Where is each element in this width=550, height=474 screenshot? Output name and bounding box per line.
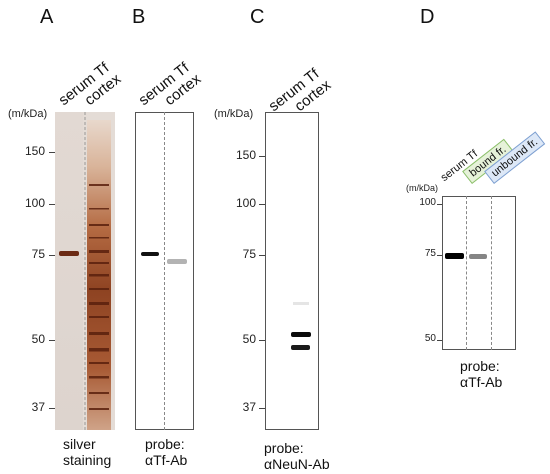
panel-a-marker-100: 100 (24, 196, 45, 210)
caption-line-2: αTf-Ab (460, 374, 503, 390)
tick (259, 156, 265, 157)
panel-d-unit: (m/kDa) (406, 183, 438, 193)
panel-c-unit: (m/kDa) (214, 108, 254, 120)
panel-d-letter: D (420, 6, 435, 28)
panel-a-letter: A (40, 6, 54, 28)
panel-a-caption: silver staining (63, 436, 111, 468)
panel-b-lane-divider (164, 112, 165, 430)
panel-d-blot (442, 196, 516, 350)
serum-tf-band-75 (445, 253, 464, 259)
panel-c-bands (291, 302, 311, 350)
cortex-band-ladder (89, 184, 109, 410)
panel-a-marker-75: 75 (31, 247, 45, 261)
panel-d-marker-100: 100 (419, 197, 436, 208)
panel-a-marker-50: 50 (31, 332, 45, 346)
panel-b-bands (141, 252, 187, 264)
neun-band-upper (291, 332, 311, 337)
panel-d-bands (445, 253, 487, 259)
tick (437, 204, 442, 205)
panel-d-marker-75: 75 (424, 248, 436, 259)
tick (49, 255, 55, 256)
panel-a-unit: (m/kDa) (8, 108, 48, 120)
caption-line-1: probe: (145, 436, 185, 452)
panel-c-letter: C (250, 6, 265, 28)
panel-c-marker-37: 37 (242, 400, 256, 414)
panel-c-marker-75: 75 (242, 247, 256, 261)
tf-band-75 (141, 252, 159, 256)
lane-serum-tf-area (55, 112, 83, 430)
tick (49, 408, 55, 409)
panel-c-blot (265, 112, 319, 430)
panel-b-caption: probe: αTf-Ab (145, 436, 187, 468)
neun-band-lower (291, 345, 310, 350)
tick (259, 340, 265, 341)
cortex-band-75 (167, 259, 187, 264)
tick (49, 340, 55, 341)
panel-c-caption: probe: αNeuN-Ab (264, 440, 330, 472)
caption-line-1: silver (63, 436, 96, 452)
tf-band-75 (59, 251, 79, 256)
bound-fr-band-75 (469, 254, 487, 259)
caption-line-2: staining (63, 452, 112, 468)
panel-d-marker-50: 50 (424, 333, 436, 344)
tick (437, 255, 442, 256)
tick (437, 340, 442, 341)
tick (259, 255, 265, 256)
caption-line-2: αTf-Ab (145, 452, 188, 468)
panel-d-caption: probe: αTf-Ab (460, 358, 502, 390)
tick (259, 408, 265, 409)
panel-a-marker-150: 150 (24, 144, 45, 158)
silver-stained-gel (55, 112, 115, 430)
tick (49, 204, 55, 205)
panel-d-lane-divider-2 (491, 196, 492, 350)
neun-faint-band (293, 302, 309, 305)
panel-b-letter: B (132, 6, 146, 28)
panel-c-marker-50: 50 (242, 332, 256, 346)
tick (49, 152, 55, 153)
panel-c-marker-150: 150 (235, 148, 256, 162)
panel-a-marker-37: 37 (31, 400, 45, 414)
tick (259, 204, 265, 205)
panel-c-marker-100: 100 (235, 196, 256, 210)
caption-line-2: αNeuN-Ab (264, 456, 330, 472)
panel-d-lane-divider-1 (466, 196, 467, 350)
caption-line-1: probe: (264, 440, 304, 456)
caption-line-1: probe: (460, 358, 500, 374)
